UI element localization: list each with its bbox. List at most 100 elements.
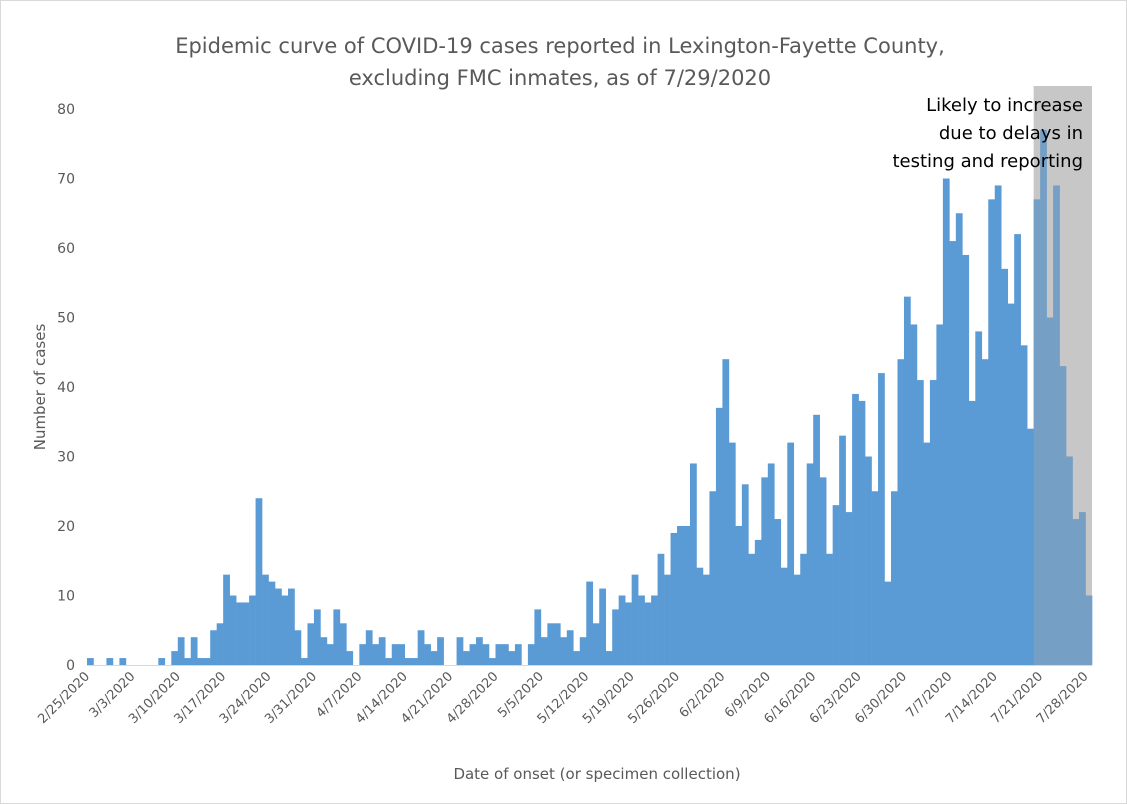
bar bbox=[826, 553, 833, 665]
bar bbox=[891, 491, 898, 665]
y-tick-label: 70 bbox=[57, 172, 75, 188]
bar bbox=[871, 491, 879, 665]
bar bbox=[398, 644, 406, 665]
bar bbox=[625, 602, 632, 665]
bar bbox=[780, 567, 788, 665]
bar bbox=[638, 595, 645, 665]
bar bbox=[988, 199, 996, 665]
bar bbox=[942, 178, 950, 665]
y-tick-label: 60 bbox=[57, 241, 75, 257]
y-tick-label: 50 bbox=[57, 311, 75, 327]
y-tick-labels: 0 10 20 30 40 50 60 70 80 bbox=[57, 102, 75, 674]
bar bbox=[255, 498, 263, 665]
bar bbox=[307, 623, 315, 665]
bar bbox=[489, 658, 496, 665]
bar bbox=[819, 477, 827, 665]
bar bbox=[865, 456, 872, 665]
bar bbox=[404, 658, 412, 665]
bar bbox=[242, 602, 250, 665]
bar bbox=[437, 637, 444, 665]
bar bbox=[878, 373, 885, 665]
chart-title-line-1: Epidemic curve of COVID-19 cases reporte… bbox=[175, 34, 945, 58]
bar bbox=[702, 574, 710, 665]
bar bbox=[372, 644, 380, 665]
bar bbox=[294, 630, 302, 665]
bar bbox=[586, 581, 594, 665]
x-tick-label: 6/2/2020 bbox=[677, 669, 729, 721]
bar bbox=[339, 623, 347, 665]
y-tick-label: 40 bbox=[57, 380, 75, 396]
bar bbox=[592, 623, 600, 665]
bar bbox=[534, 609, 542, 665]
bar bbox=[670, 532, 678, 665]
bar bbox=[158, 658, 166, 665]
bar bbox=[1040, 129, 1047, 666]
bar bbox=[87, 658, 94, 665]
bar bbox=[281, 595, 289, 665]
bar bbox=[962, 254, 970, 665]
bar bbox=[469, 644, 477, 665]
bar bbox=[119, 658, 127, 665]
bar bbox=[1072, 519, 1080, 665]
bar bbox=[741, 484, 749, 665]
bar bbox=[683, 526, 691, 665]
bar bbox=[1007, 303, 1015, 665]
bar bbox=[326, 644, 334, 665]
bar bbox=[229, 595, 237, 665]
bar bbox=[1079, 512, 1086, 665]
bar bbox=[359, 644, 367, 665]
bar bbox=[897, 359, 905, 665]
bar bbox=[858, 400, 866, 665]
overlay-layer bbox=[1033, 86, 1092, 665]
bar bbox=[722, 359, 730, 665]
bar bbox=[774, 519, 782, 665]
bar bbox=[618, 595, 626, 665]
bar bbox=[839, 435, 846, 665]
bar bbox=[365, 630, 373, 665]
bar bbox=[385, 658, 393, 665]
bar bbox=[184, 658, 192, 665]
bar bbox=[430, 651, 438, 665]
bar bbox=[553, 623, 561, 665]
bar bbox=[275, 588, 282, 665]
bar bbox=[806, 463, 814, 665]
y-axis-label: Number of cases bbox=[31, 324, 49, 451]
bar bbox=[793, 574, 801, 665]
bar bbox=[754, 539, 762, 665]
chart-title-line-2: excluding FMC inmates, as of 7/29/2020 bbox=[348, 66, 772, 90]
y-tick-label: 10 bbox=[57, 589, 75, 605]
bar bbox=[605, 651, 613, 665]
bar bbox=[346, 651, 354, 665]
bar bbox=[463, 651, 470, 665]
bar bbox=[476, 637, 483, 665]
bar bbox=[501, 644, 509, 665]
bar bbox=[955, 213, 963, 665]
bar bbox=[677, 526, 684, 665]
bar bbox=[612, 609, 619, 665]
bar bbox=[994, 185, 1002, 665]
bar bbox=[657, 553, 665, 665]
bar bbox=[300, 658, 308, 665]
bar bbox=[767, 463, 775, 665]
annotation-line: Likely to increase bbox=[926, 95, 1083, 116]
bar bbox=[313, 609, 321, 665]
bar bbox=[378, 637, 386, 665]
bar bbox=[599, 588, 607, 665]
bar bbox=[1020, 345, 1028, 665]
bar bbox=[514, 644, 522, 665]
bar bbox=[216, 623, 224, 665]
bar bbox=[916, 380, 924, 665]
bar bbox=[651, 595, 658, 665]
bar bbox=[424, 644, 431, 665]
bar bbox=[787, 442, 795, 665]
bar bbox=[761, 477, 769, 665]
bar bbox=[715, 407, 723, 665]
bar bbox=[1046, 317, 1054, 665]
bar bbox=[728, 442, 736, 665]
bar bbox=[735, 526, 743, 665]
x-tick-label: 2/25/2020 bbox=[35, 669, 93, 727]
shaded-region-overlay bbox=[1033, 86, 1092, 665]
bar bbox=[203, 658, 211, 665]
bar bbox=[936, 324, 944, 665]
bar bbox=[573, 651, 581, 665]
